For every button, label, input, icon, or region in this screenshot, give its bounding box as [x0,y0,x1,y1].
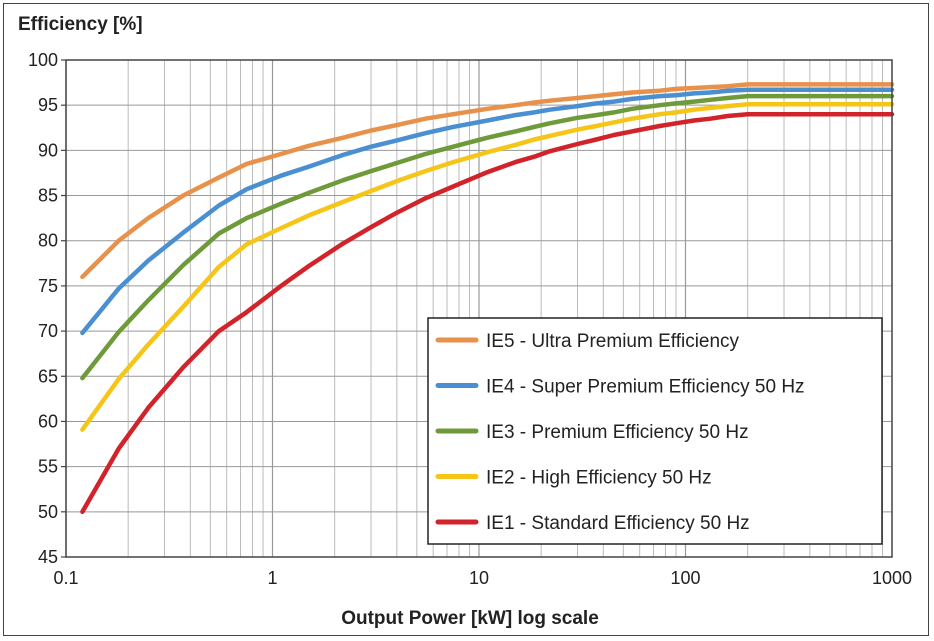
series-line-2 [80,87,895,336]
x-tick-label: 0.1 [53,568,78,588]
series-line-4 [80,102,895,432]
y-tick-label: 90 [38,140,58,160]
x-tick-labels: 0.1 1 10 100 1000 [53,568,912,588]
x-tick-label: 1 [267,568,277,588]
y-tick-label: 95 [38,95,58,115]
chart-frame [3,3,929,636]
x-tick-label: 10 [469,568,489,588]
y-tick-label: 100 [28,50,58,70]
y-tick-label: 75 [38,276,58,296]
legend: IE5 - Ultra Premium Efficiency IE4 - Supe… [427,317,883,545]
y-tick-label: 70 [38,321,58,341]
legend-entry: IE5 - Ultra Premium Efficiency [486,331,740,352]
y-tick-label: 50 [38,502,58,522]
y-tick-label: 45 [38,547,58,567]
legend-entry: IE3 - Premium Efficiency 50 Hz [486,422,749,443]
x-axis-title: Output Power [kW] log scale [341,608,599,629]
y-tick-label: 65 [38,366,58,386]
legend-entry: IE4 - Super Premium Efficiency 50 Hz [486,377,805,398]
legend-entry: IE2 - High Efficiency 50 Hz [486,468,712,489]
y-tick-label: 80 [38,231,58,251]
y-tick-label: 85 [38,186,58,206]
y-axis-title: Efficiency [%] [18,14,143,35]
legend-box [427,317,883,545]
series-line-5 [80,111,895,515]
series-group [80,82,895,515]
legend-entry: IE1 - Standard Efficiency 50 Hz [486,513,750,534]
y-tick-labels: 45 50 55 60 65 70 75 80 85 90 95 100 [28,50,66,567]
series-line-3 [80,93,895,381]
y-tick-label: 55 [38,457,58,477]
x-tick-label: 100 [670,568,700,588]
x-tick-label: 1000 [872,568,912,588]
y-tick-label: 60 [38,411,58,431]
series-line-1 [80,82,895,280]
plot-border [65,59,893,558]
